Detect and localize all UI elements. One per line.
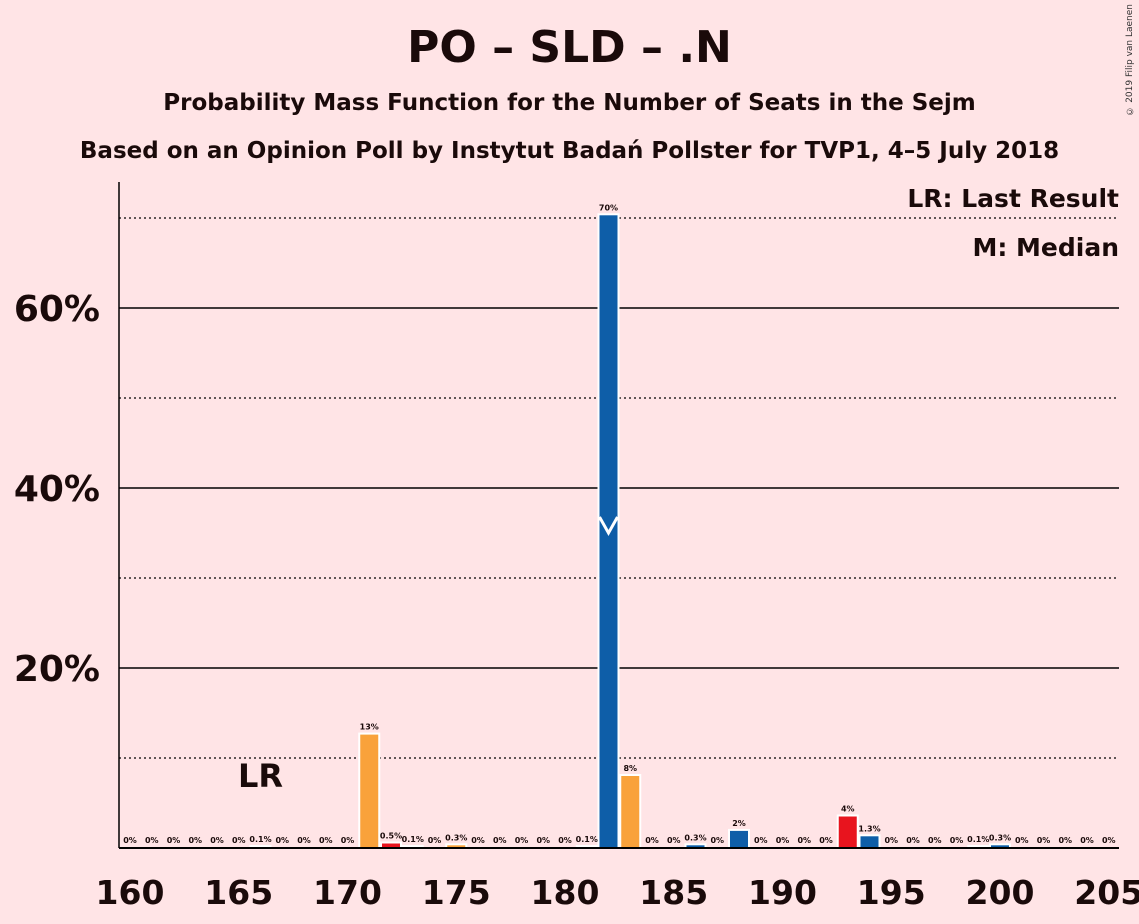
bar-outline [575, 845, 598, 848]
bar-label: 4% [841, 805, 855, 814]
bar-label: 0.1% [967, 835, 989, 844]
bar-label: 0.3% [684, 833, 706, 842]
bar-label: 0% [536, 836, 550, 845]
bar-label: 0% [667, 836, 681, 845]
x-tick-label: 170 [313, 873, 382, 912]
bar-seat-193 [838, 816, 857, 848]
bar-label: 0.1% [249, 835, 271, 844]
bar-label: 0.3% [989, 833, 1011, 842]
median-marker [598, 516, 619, 537]
bar-label: 0% [319, 836, 333, 845]
legend-median: M: Median [972, 233, 1119, 262]
x-tick-label: 160 [96, 873, 165, 912]
bar-label: 0.1% [576, 835, 598, 844]
bar-seat-183 [621, 776, 640, 848]
bar-label: 0% [145, 836, 159, 845]
bar-label: 0% [1058, 836, 1072, 845]
bar-label: 0% [493, 836, 507, 845]
bar-label: 0% [1080, 836, 1094, 845]
bar-seat-188 [730, 830, 748, 848]
bar-label: 0% [1102, 836, 1116, 845]
bar-label: 13% [360, 723, 379, 732]
bar-label: 0% [884, 836, 898, 845]
bar-label: 0% [754, 836, 768, 845]
bar-label: 0% [123, 836, 137, 845]
bar-label: 0% [1015, 836, 1029, 845]
bar-label: 0% [710, 836, 724, 845]
bar-outline [249, 845, 272, 848]
bar-outline [401, 845, 424, 848]
bar-label: 8% [623, 764, 637, 773]
bar-label: 0% [906, 836, 920, 845]
bar-label: 0% [210, 836, 224, 845]
bar-label: 0% [1037, 836, 1051, 845]
bar-seat-194 [860, 836, 879, 848]
y-tick-label: 40% [14, 469, 100, 510]
legend-last-result: LR: Last Result [907, 184, 1119, 213]
bar-seat-172 [382, 843, 400, 848]
bar-label: 70% [599, 203, 618, 212]
bar-label: 0% [515, 836, 529, 845]
bar-label: 2% [732, 819, 746, 828]
bar-label: 0% [428, 836, 442, 845]
bar-label: 0.5% [380, 832, 402, 841]
x-tick-label: 205 [1074, 873, 1139, 912]
x-tick-label: 195 [857, 873, 926, 912]
x-tick-label: 175 [422, 873, 491, 912]
x-tick-label: 165 [204, 873, 273, 912]
bar-seat-171 [360, 734, 379, 848]
bar-seat-186 [686, 845, 705, 848]
x-tick-label: 190 [748, 873, 817, 912]
chart-subtitle: Probability Mass Function for the Number… [163, 90, 976, 116]
last-result-marker: LR [238, 757, 283, 795]
bar-label: 0% [297, 836, 311, 845]
y-tick-label: 60% [14, 289, 100, 330]
bar-label: 0% [928, 836, 942, 845]
bar-label: 0% [950, 836, 964, 845]
bar-label: 0% [341, 836, 355, 845]
chart-title: PO – SLD – .N [407, 22, 732, 73]
bar-label: 0% [776, 836, 790, 845]
bar-seat-175 [447, 845, 466, 848]
bar-label: 0% [275, 836, 289, 845]
bar-outline [967, 845, 990, 848]
bar-label: 0% [558, 836, 572, 845]
bar-label: 0.1% [402, 835, 424, 844]
bar-label: 0% [167, 836, 181, 845]
y-tick-label: 20% [14, 649, 100, 690]
bar-label: 0% [232, 836, 246, 845]
bar-label: 0% [188, 836, 202, 845]
bar-label: 1.3% [858, 824, 880, 833]
bar-seat-200 [991, 845, 1009, 848]
chart-source: Based on an Opinion Poll by Instytut Bad… [79, 138, 1060, 164]
bar-label: 0% [645, 836, 659, 845]
x-tick-label: 200 [966, 873, 1035, 912]
bar-label: 0.3% [445, 833, 467, 842]
bar-label: 0% [471, 836, 485, 845]
x-tick-label: 180 [531, 873, 600, 912]
bar-label: 0% [819, 836, 833, 845]
x-tick-label: 185 [639, 873, 708, 912]
bar-label: 0% [797, 836, 811, 845]
